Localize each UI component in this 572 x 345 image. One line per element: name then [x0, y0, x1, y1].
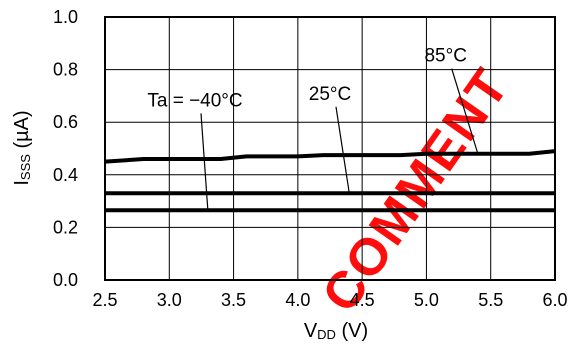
y-tick-label: 1.0	[53, 7, 78, 27]
series-annotation-label: 85°C	[424, 46, 466, 67]
y-tick-label: 0.6	[53, 112, 78, 132]
x-tick-labels: 2.5 3.0 3.5 4.0 4.5 5.0 5.5 6.0	[92, 290, 567, 310]
grid	[105, 17, 555, 280]
series-annotation-label: 25°C	[309, 84, 351, 105]
y-tick-labels: 0.0 0.2 0.4 0.6 0.8 1.0	[53, 7, 78, 290]
x-axis-title: VDD (V)	[304, 320, 368, 342]
plot-frame	[104, 16, 556, 281]
annotation-labels: Ta = −40°C 25°C 85°C	[147, 46, 467, 112]
x-tick-label: 4.0	[285, 290, 310, 310]
x-tick-label: 6.0	[542, 290, 567, 310]
y-tick-label: 0.4	[53, 165, 78, 185]
annotation-leader-line	[451, 68, 479, 154]
y-tick-label: 0.8	[53, 60, 78, 80]
y-tick-label: 0.0	[53, 270, 78, 290]
y-tick-label: 0.2	[53, 217, 78, 237]
x-tick-label: 2.5	[92, 290, 117, 310]
annotation-leader-line	[200, 113, 209, 211]
annotation-leaders	[200, 68, 479, 211]
x-tick-label: 3.5	[221, 290, 246, 310]
y-axis-title: ISSS (µA)	[11, 110, 33, 185]
x-tick-label: 5.0	[414, 290, 439, 310]
annotation-leader-line	[335, 106, 350, 194]
x-tick-label: 4.5	[350, 290, 375, 310]
series-line	[104, 149, 556, 164]
x-tick-label: 5.5	[478, 290, 503, 310]
series-annotation-label: Ta = −40°C	[147, 90, 242, 111]
x-tick-label: 3.0	[157, 290, 182, 310]
series-lines	[104, 149, 556, 213]
